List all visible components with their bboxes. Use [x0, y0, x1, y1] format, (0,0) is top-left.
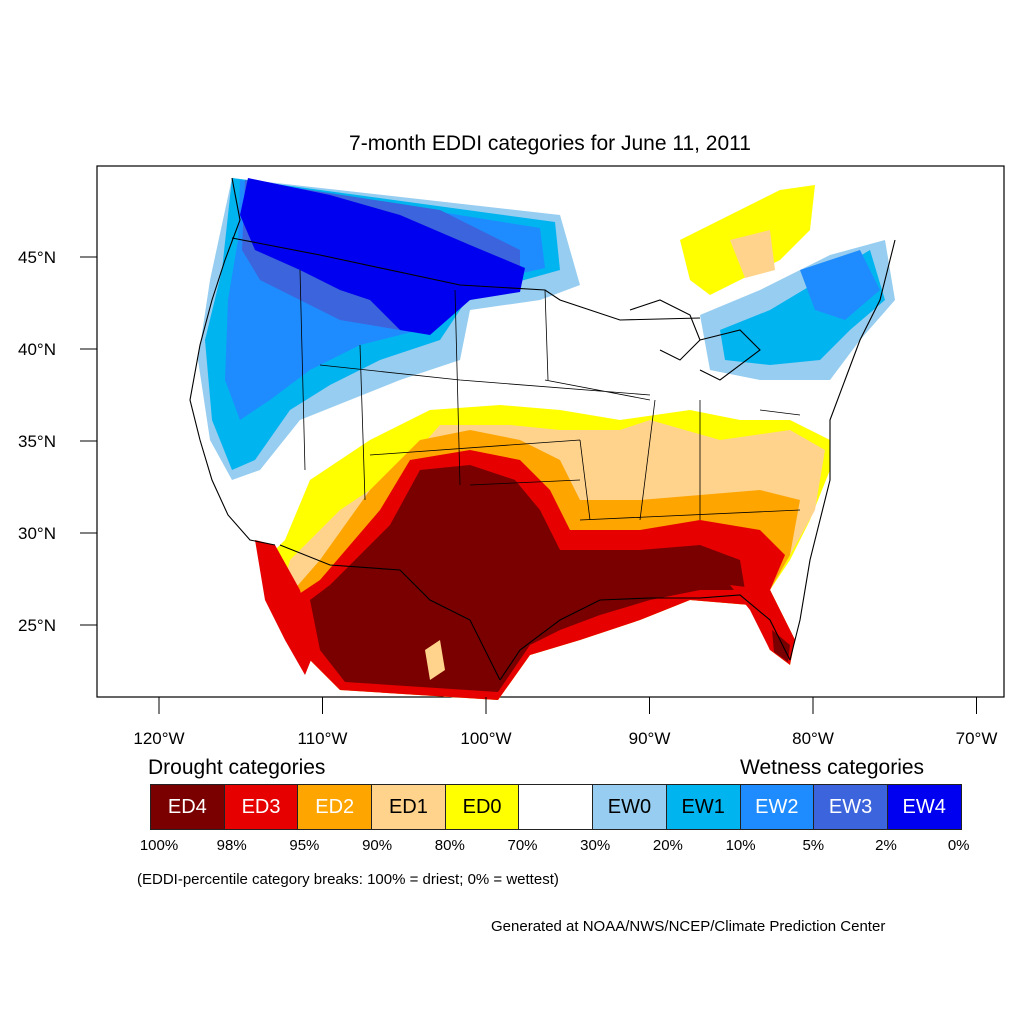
map-title: 7-month EDDI categories for June 11, 201… [349, 132, 751, 155]
legend-swatch: ED2 [297, 784, 373, 830]
legend-swatch: EW4 [886, 784, 962, 830]
dry-4 [310, 465, 745, 692]
lon-tick-label: 110°W [298, 729, 348, 748]
category-legend: ED4 ED3 ED2 ED1 ED0 EW0 EW1 EW2 EW3 EW4 [150, 784, 962, 830]
legend-swatch: EW1 [665, 784, 741, 830]
boundaries [189, 177, 896, 681]
map-fill [195, 178, 895, 700]
legend-swatch: EW2 [739, 784, 815, 830]
florida-dry-4 [772, 630, 790, 662]
legend-swatch [518, 784, 594, 830]
baja-dry [255, 540, 315, 675]
break-label: 2% [875, 837, 897, 854]
lat-tick-label: 45°N [18, 248, 56, 267]
legend-swatch: EW3 [813, 784, 888, 830]
lon-tick-label: 70°W [956, 729, 998, 748]
break-label: 98% [216, 837, 247, 854]
legend-swatch: ED3 [223, 784, 299, 830]
lon-tick-label: 100°W [460, 729, 511, 748]
longitude-axis: 120°W 110°W 100°W 90°W 80°W 70°W [133, 697, 997, 748]
lat-tick-label: 25°N [18, 616, 56, 635]
break-label: 90% [362, 837, 393, 854]
lat-tick-label: 35°N [18, 432, 56, 451]
wetness-categories-heading: Wetness categories [740, 756, 925, 779]
legend-swatch: ED0 [444, 784, 520, 830]
lon-tick-label: 120°W [133, 729, 184, 748]
break-label: 30% [580, 837, 611, 854]
lon-tick-label: 90°W [629, 729, 671, 748]
legend-swatch: EW0 [592, 784, 667, 830]
break-label: 0% [947, 837, 970, 854]
great-lakes [629, 299, 761, 381]
east-coast [789, 239, 896, 661]
mexico-dry-yellow [425, 640, 445, 680]
legend-swatch: ED4 [150, 784, 225, 830]
gulf-coast [499, 594, 791, 681]
break-label: 10% [725, 837, 756, 854]
credit-line: Generated at NOAA/NWS/NCEP/Climate Predi… [491, 918, 886, 935]
west-coast [189, 177, 276, 546]
canada-dry-2 [730, 230, 775, 278]
drought-categories-heading: Drought categories [148, 756, 326, 779]
break-label: 80% [434, 837, 465, 854]
break-label: 5% [802, 837, 825, 854]
legend-swatch: ED1 [371, 784, 446, 830]
break-label: 100% [139, 837, 179, 854]
break-label: 95% [289, 837, 320, 854]
lat-tick-label: 30°N [18, 524, 56, 543]
wet-extreme [240, 178, 525, 335]
latitude-axis: 45°N 40°N 35°N 30°N 25°N [18, 248, 97, 635]
state-lines [299, 269, 801, 521]
ne-wet-strong [800, 250, 880, 320]
break-label: 70% [507, 837, 538, 854]
lon-tick-label: 80°W [792, 729, 834, 748]
breaks-note: (EDDI-percentile category breaks: 100% =… [137, 871, 559, 888]
us-mexico-border [279, 544, 501, 681]
break-label: 20% [652, 837, 683, 854]
lat-tick-label: 40°N [18, 340, 56, 359]
